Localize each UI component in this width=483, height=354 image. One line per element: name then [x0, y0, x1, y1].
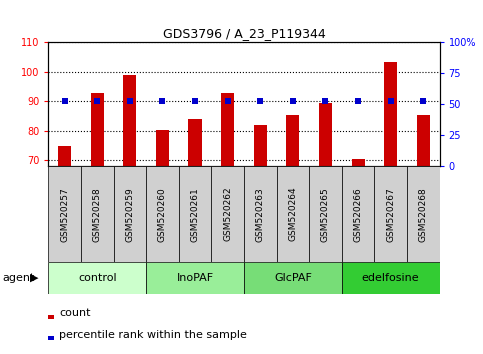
Point: [191, 98, 199, 104]
Bar: [123, 75, 136, 166]
Text: GSM520264: GSM520264: [288, 187, 298, 241]
Bar: [91, 93, 104, 166]
Bar: [244, 262, 342, 294]
Bar: [58, 146, 71, 166]
Point: [354, 98, 362, 104]
Text: GSM520263: GSM520263: [256, 187, 265, 241]
Bar: [254, 125, 267, 166]
Point: [289, 98, 297, 104]
Text: GSM520267: GSM520267: [386, 187, 395, 241]
Bar: [384, 62, 397, 166]
Point: [419, 98, 427, 104]
Bar: [146, 262, 244, 294]
Text: GSM520268: GSM520268: [419, 187, 428, 241]
Bar: [146, 166, 179, 262]
Text: GSM520258: GSM520258: [93, 187, 102, 241]
Text: percentile rank within the sample: percentile rank within the sample: [59, 330, 247, 339]
Bar: [221, 93, 234, 166]
Bar: [374, 166, 407, 262]
Bar: [309, 166, 342, 262]
Bar: [319, 103, 332, 166]
Text: GlcPAF: GlcPAF: [274, 273, 312, 283]
Bar: [156, 130, 169, 166]
Text: edelfosine: edelfosine: [362, 273, 419, 283]
Text: GSM520262: GSM520262: [223, 187, 232, 241]
Point: [158, 98, 166, 104]
Bar: [188, 119, 201, 166]
Text: count: count: [59, 308, 90, 318]
Bar: [342, 166, 374, 262]
Point: [387, 98, 395, 104]
Bar: [48, 262, 146, 294]
Point: [126, 98, 134, 104]
Text: GSM520266: GSM520266: [354, 187, 363, 241]
Text: GSM520259: GSM520259: [125, 187, 134, 241]
Point: [322, 98, 329, 104]
Bar: [244, 166, 277, 262]
Bar: [179, 166, 212, 262]
Point: [93, 98, 101, 104]
Bar: [342, 262, 440, 294]
Text: GSM520260: GSM520260: [158, 187, 167, 241]
Point: [61, 98, 69, 104]
Text: control: control: [78, 273, 116, 283]
Title: GDS3796 / A_23_P119344: GDS3796 / A_23_P119344: [163, 27, 325, 40]
Bar: [417, 115, 430, 166]
Bar: [407, 166, 440, 262]
Bar: [81, 166, 114, 262]
Bar: [48, 166, 81, 262]
Text: GSM520265: GSM520265: [321, 187, 330, 241]
Text: agent: agent: [2, 273, 35, 283]
Text: GSM520261: GSM520261: [190, 187, 199, 241]
Bar: [212, 166, 244, 262]
Bar: [114, 166, 146, 262]
Text: InoPAF: InoPAF: [176, 273, 213, 283]
Bar: [352, 159, 365, 166]
Point: [224, 98, 231, 104]
Text: GSM520257: GSM520257: [60, 187, 69, 241]
Text: ▶: ▶: [30, 273, 39, 283]
Point: [256, 98, 264, 104]
Bar: [276, 166, 309, 262]
Bar: [286, 115, 299, 166]
